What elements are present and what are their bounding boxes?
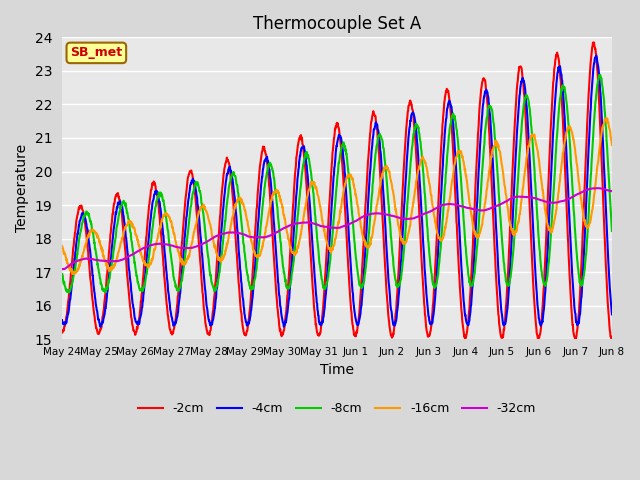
-2cm [608,336,616,342]
-32cm [548,200,556,205]
-8cm [602,120,609,125]
-4cm [548,166,556,172]
-32cm [58,266,66,272]
-4cm [312,294,320,300]
Line: -8cm: -8cm [62,75,612,292]
-8cm [145,259,152,265]
-8cm [467,283,475,288]
-16cm [602,116,610,121]
-32cm [59,266,67,272]
-2cm [602,253,609,259]
-32cm [608,188,616,194]
-16cm [58,243,66,249]
-4cm [608,312,616,317]
-16cm [323,239,331,244]
-2cm [547,120,555,126]
-32cm [145,243,152,249]
-4cm [58,317,66,323]
-2cm [323,252,330,258]
-4cm [280,324,287,330]
-8cm [65,289,73,295]
Line: -2cm: -2cm [62,42,612,339]
-2cm [572,336,579,342]
-4cm [323,281,331,287]
-16cm [68,271,76,277]
-8cm [58,271,66,277]
Text: SB_met: SB_met [70,47,122,60]
-8cm [608,228,616,234]
-4cm [602,196,609,202]
X-axis label: Time: Time [320,362,354,376]
-2cm [58,329,66,335]
Legend: -2cm, -4cm, -8cm, -16cm, -32cm: -2cm, -4cm, -8cm, -16cm, -32cm [132,397,541,420]
-8cm [312,226,320,232]
Y-axis label: Temperature: Temperature [15,144,29,232]
Title: Thermocouple Set A: Thermocouple Set A [253,15,421,33]
-8cm [323,280,331,286]
-16cm [312,185,320,191]
-32cm [312,221,320,227]
-8cm [548,225,556,230]
-2cm [144,215,152,221]
-4cm [593,53,600,59]
-4cm [144,243,152,249]
-2cm [467,288,474,294]
-16cm [608,142,616,148]
Line: -16cm: -16cm [62,119,612,274]
Line: -32cm: -32cm [62,188,612,269]
-8cm [596,72,604,78]
-32cm [593,185,600,191]
-16cm [145,265,152,271]
Line: -4cm: -4cm [62,56,612,327]
-16cm [602,117,609,122]
-16cm [548,227,556,233]
-32cm [602,187,609,192]
-2cm [590,39,598,45]
-32cm [323,224,331,230]
-2cm [312,321,320,327]
-16cm [467,209,475,215]
-4cm [467,303,475,309]
-32cm [467,205,475,211]
